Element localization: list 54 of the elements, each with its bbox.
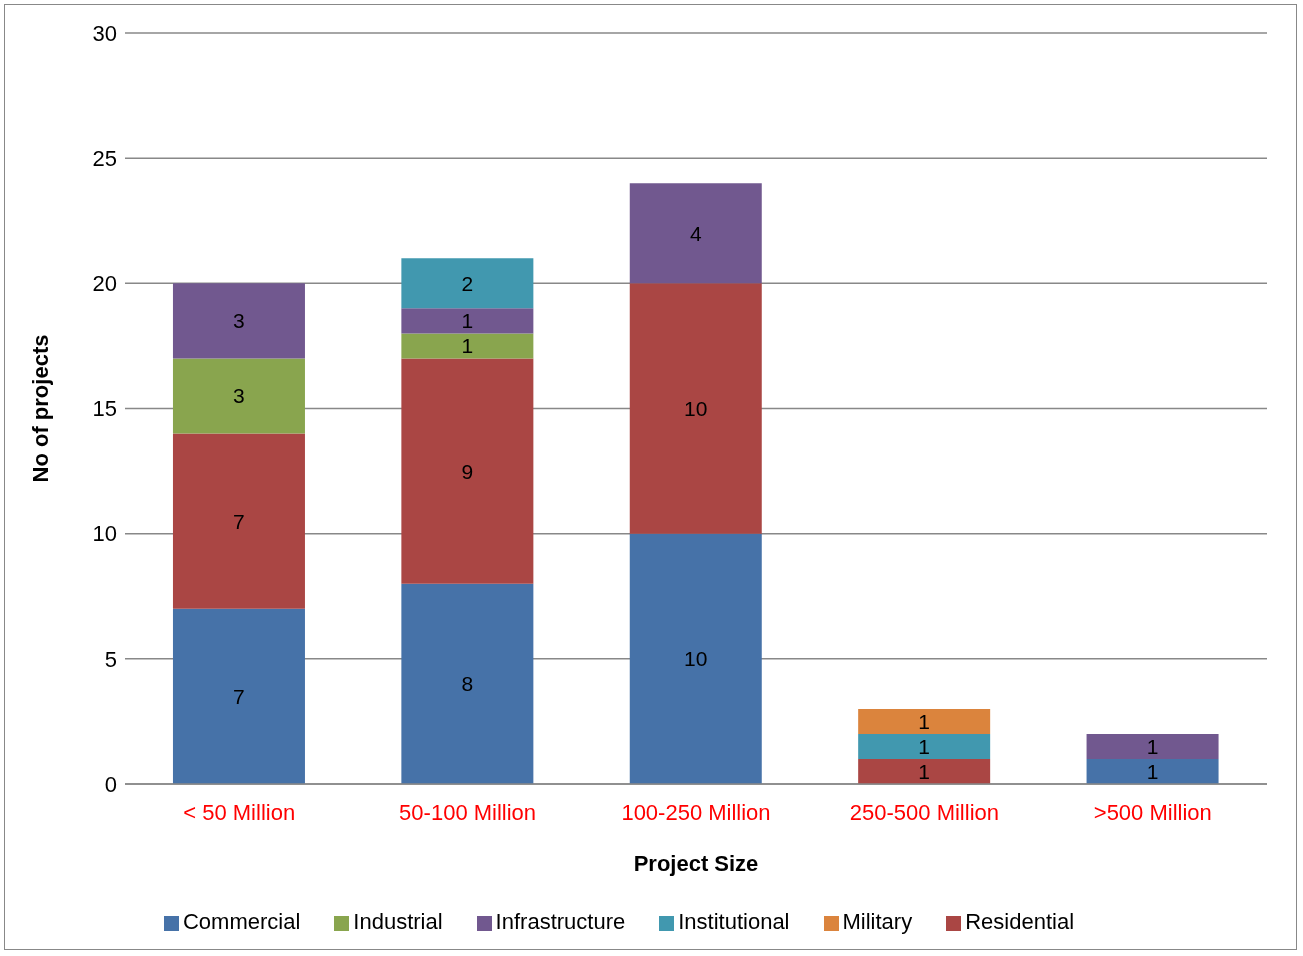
y-tick-label: 30 bbox=[92, 20, 117, 46]
legend-label: Commercial bbox=[182, 909, 301, 934]
data-label: 2 bbox=[461, 271, 474, 295]
y-tick-label: 10 bbox=[92, 521, 117, 547]
bar bbox=[1086, 733, 1219, 759]
data-label: 7 bbox=[233, 509, 245, 533]
bar bbox=[629, 283, 762, 534]
bar bbox=[629, 183, 762, 284]
bar bbox=[401, 333, 534, 359]
data-label: 10 bbox=[684, 647, 708, 671]
y-tick-label: 0 bbox=[104, 771, 117, 797]
legend-label: Industrial bbox=[353, 909, 443, 934]
y-tick-label: 5 bbox=[104, 646, 117, 672]
data-label: 1 bbox=[1146, 734, 1159, 758]
data-label: 4 bbox=[689, 221, 702, 245]
y-tick-label: 25 bbox=[92, 145, 117, 171]
legend-label: Infrastructure bbox=[495, 909, 626, 934]
bar bbox=[401, 258, 534, 309]
data-label: 10 bbox=[684, 396, 708, 420]
bar bbox=[172, 358, 305, 434]
legend-label: Institutional bbox=[678, 909, 790, 934]
bar bbox=[401, 358, 534, 584]
x-tick-label: 100-250 Million bbox=[621, 799, 771, 825]
bar bbox=[858, 733, 991, 759]
data-label: 3 bbox=[233, 384, 245, 408]
bar bbox=[401, 308, 534, 334]
bar bbox=[858, 708, 991, 734]
x-tick-label: 250-500 Million bbox=[849, 799, 999, 825]
bar bbox=[858, 758, 991, 784]
bar bbox=[629, 533, 762, 784]
bar bbox=[401, 583, 534, 784]
y-tick-label: 15 bbox=[92, 396, 117, 422]
x-tick-label: < 50 Million bbox=[183, 799, 296, 825]
data-label: 9 bbox=[461, 459, 474, 483]
x-tick-label: 50-100 Million bbox=[399, 799, 537, 825]
data-label: 7 bbox=[233, 684, 245, 708]
x-axis-title: Project Size bbox=[633, 851, 759, 876]
data-label: 1 bbox=[918, 709, 931, 733]
bar bbox=[172, 283, 305, 359]
bar bbox=[172, 608, 305, 784]
data-label: 8 bbox=[461, 672, 474, 696]
bar bbox=[172, 433, 305, 609]
data-label: 1 bbox=[918, 734, 931, 758]
legend-label: Residential bbox=[965, 909, 1075, 934]
legend-label: Military bbox=[842, 909, 913, 934]
data-label: 3 bbox=[233, 309, 245, 333]
data-label: 1 bbox=[1146, 759, 1159, 783]
data-label: 1 bbox=[918, 759, 931, 783]
y-axis-title: No of projects bbox=[27, 334, 53, 483]
data-label: 1 bbox=[461, 334, 474, 358]
x-tick-label: >500 Million bbox=[1093, 799, 1212, 825]
y-tick-label: 20 bbox=[92, 271, 117, 297]
bar bbox=[1086, 758, 1219, 784]
data-label: 1 bbox=[461, 309, 474, 333]
